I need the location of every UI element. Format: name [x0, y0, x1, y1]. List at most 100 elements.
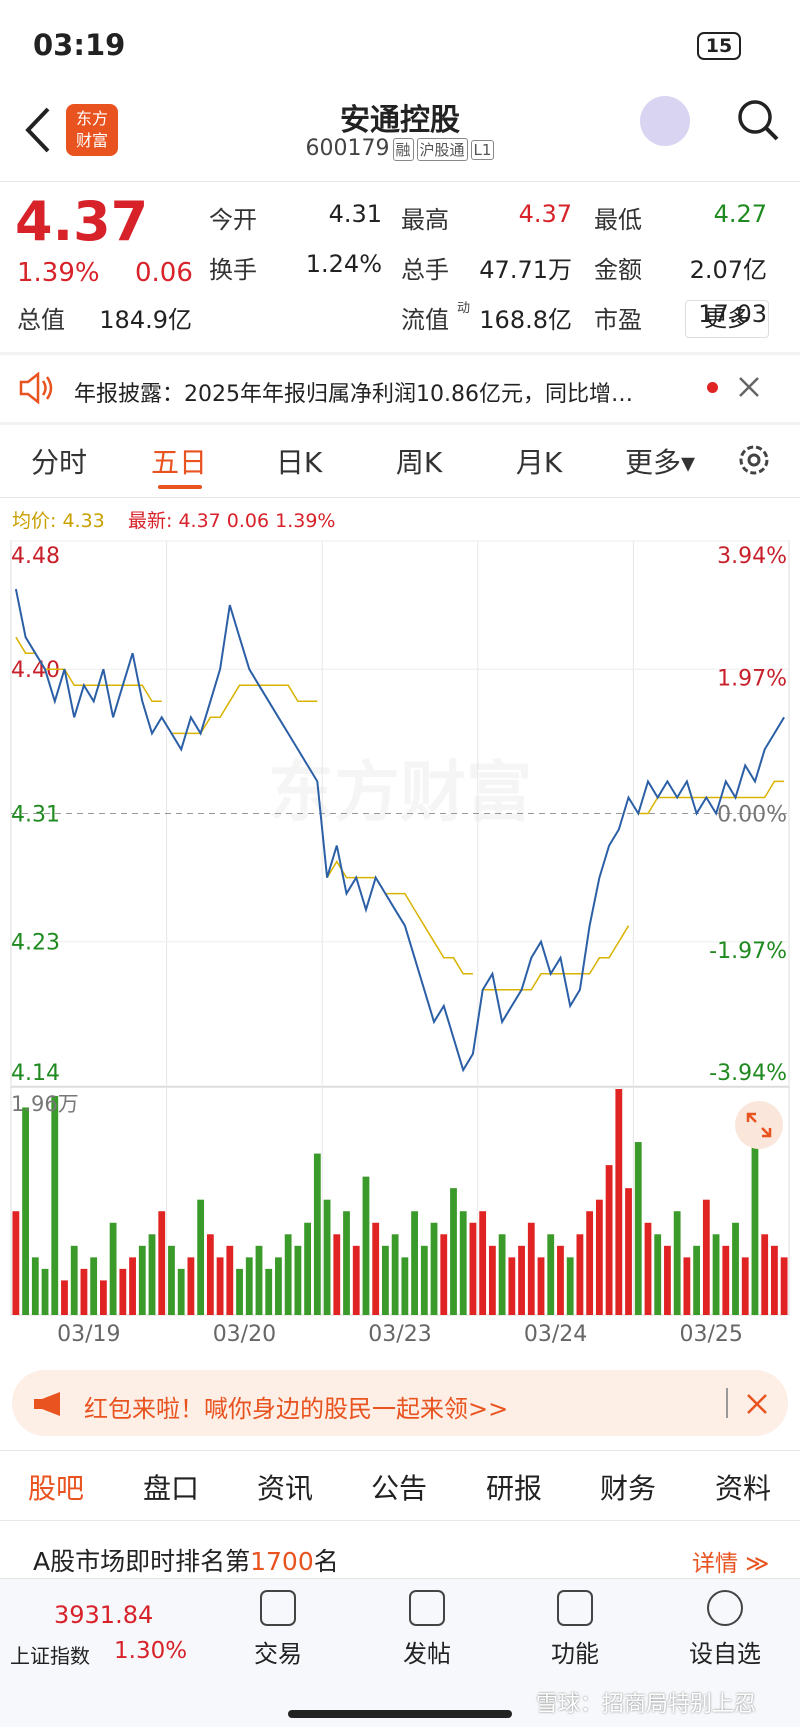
x-tick-label: 03/19 — [57, 1322, 120, 1345]
expand-button[interactable] — [734, 1100, 784, 1150]
section-tab[interactable]: 研报 — [485, 1472, 543, 1505]
volume-bar — [109, 1222, 117, 1315]
y-tick-label: 4.31 — [11, 803, 60, 828]
volume-bar — [391, 1234, 399, 1315]
volume-bar — [275, 1257, 282, 1315]
status-time: 03:19 — [33, 28, 126, 62]
volume-bar — [245, 1257, 253, 1315]
detail-link[interactable]: 详情 ≫ — [692, 1551, 770, 1577]
home-indicator — [288, 1710, 512, 1718]
volume-bar — [722, 1245, 730, 1315]
close-banner[interactable] — [746, 1393, 768, 1415]
stat-value: 17.03 — [698, 300, 767, 328]
volume-bar — [780, 1257, 788, 1315]
index-name: 上证指数 — [10, 1644, 90, 1668]
volume-bar — [595, 1199, 603, 1315]
volume-bar — [323, 1199, 331, 1315]
divider — [0, 497, 800, 498]
pe-superscript: 动 — [457, 301, 471, 316]
volume-bar — [644, 1222, 652, 1315]
chart-tab[interactable]: 更多▾ — [624, 446, 696, 479]
stat-label: 流值 — [401, 306, 449, 334]
volume-bar — [761, 1234, 769, 1315]
back-button[interactable] — [20, 105, 54, 155]
volume-bar — [586, 1211, 594, 1315]
volume-bar — [255, 1245, 263, 1315]
volume-bar — [265, 1268, 273, 1315]
divider — [0, 1520, 800, 1521]
volume-bar — [498, 1234, 506, 1315]
chart-tab[interactable]: 周K — [395, 446, 443, 479]
volume-bar — [605, 1165, 613, 1315]
notice-text[interactable]: 年报披露：2025年年报归属净利润10.86亿元，同比增… — [74, 382, 633, 407]
volume-bar — [148, 1234, 156, 1315]
tag: L1 — [470, 140, 495, 160]
volume-bar — [771, 1245, 778, 1315]
nav-item[interactable]: 功能 — [551, 1640, 599, 1668]
volume-bar — [352, 1245, 360, 1315]
banner-separator — [726, 1388, 728, 1418]
volume-bar — [634, 1142, 642, 1315]
banner-text[interactable]: 红包来啦！喊你身边的股民一起来领>> — [84, 1395, 509, 1423]
volume-bar — [712, 1234, 720, 1315]
section-tab[interactable]: 财务 — [599, 1472, 657, 1505]
chart: 东方财富 03/19 03/20 03/23 03/24 03/25 4.48 4.40 4.3… — [10, 540, 790, 1345]
last-price: 4.37 — [15, 190, 149, 253]
stat-label: 最低 — [594, 206, 642, 234]
section-tab[interactable]: 资料 — [714, 1472, 772, 1505]
nav-item[interactable]: 交易 — [254, 1640, 302, 1668]
stat-value: 4.27 — [713, 200, 767, 228]
robot-avatar[interactable] — [640, 96, 690, 146]
volume-bar — [537, 1257, 545, 1315]
megaphone-icon — [34, 1392, 60, 1416]
chart-tab[interactable]: 日K — [275, 446, 323, 479]
section-tab[interactable]: 盘口 — [142, 1472, 200, 1505]
volume-bar — [566, 1257, 574, 1315]
volume-bar — [557, 1245, 564, 1315]
y2-tick-label: 0.00% — [717, 803, 787, 828]
app-logo: 东方 财富 — [66, 104, 118, 156]
section-tab[interactable]: 资讯 — [256, 1472, 314, 1505]
stock-code-row: 600179 融沪股通 L1 — [0, 136, 800, 161]
volume-bar — [70, 1245, 78, 1315]
search-button[interactable] — [735, 97, 781, 143]
y-tick-label: 4.14 — [11, 1061, 60, 1086]
volume-bar — [284, 1234, 292, 1315]
battery: 15 — [697, 32, 741, 60]
chart-tab[interactable]: 五日 — [150, 446, 208, 479]
banner[interactable] — [12, 1370, 788, 1436]
volume-bar — [333, 1234, 341, 1315]
volume-bar — [206, 1234, 214, 1315]
nav-item[interactable]: 设自选 — [689, 1640, 761, 1668]
index-value[interactable]: 3931.84 — [54, 1601, 154, 1629]
tab-underline — [158, 485, 202, 489]
nav-icon — [557, 1590, 593, 1626]
section-tab[interactable]: 股吧 — [27, 1472, 85, 1505]
chart-tab[interactable]: 分时 — [30, 446, 88, 479]
stat-label: 今开 — [209, 206, 257, 234]
nav-icon — [707, 1590, 743, 1626]
more-button[interactable]: 更多 — [685, 300, 769, 338]
volume-bar — [22, 1107, 29, 1315]
nav-item[interactable]: 发帖 — [403, 1640, 451, 1668]
ranking-prefix: A股市场即时排名第 — [33, 1547, 251, 1576]
section-tab[interactable]: 公告 — [370, 1472, 428, 1505]
settings-button[interactable] — [735, 441, 773, 479]
y2-tick-label: -1.97% — [709, 939, 787, 964]
stat-label: 换手 — [209, 256, 257, 284]
close-notice[interactable] — [737, 375, 761, 399]
chart-tab[interactable]: 月K — [515, 446, 563, 479]
stat-value: 184.9亿 — [99, 306, 192, 334]
y-tick-label: 4.40 — [11, 658, 60, 683]
stat-value: 4.31 — [328, 200, 382, 228]
change-pct: 1.39% — [17, 258, 100, 288]
volume-bar — [401, 1257, 409, 1315]
nav-icon — [409, 1590, 445, 1626]
volume-bar — [615, 1089, 623, 1315]
volume-bar — [382, 1245, 389, 1315]
volume-bar — [518, 1245, 525, 1315]
price-line — [14, 588, 785, 1073]
volume-bar — [31, 1257, 39, 1315]
tag: 沪股通 — [416, 138, 468, 161]
